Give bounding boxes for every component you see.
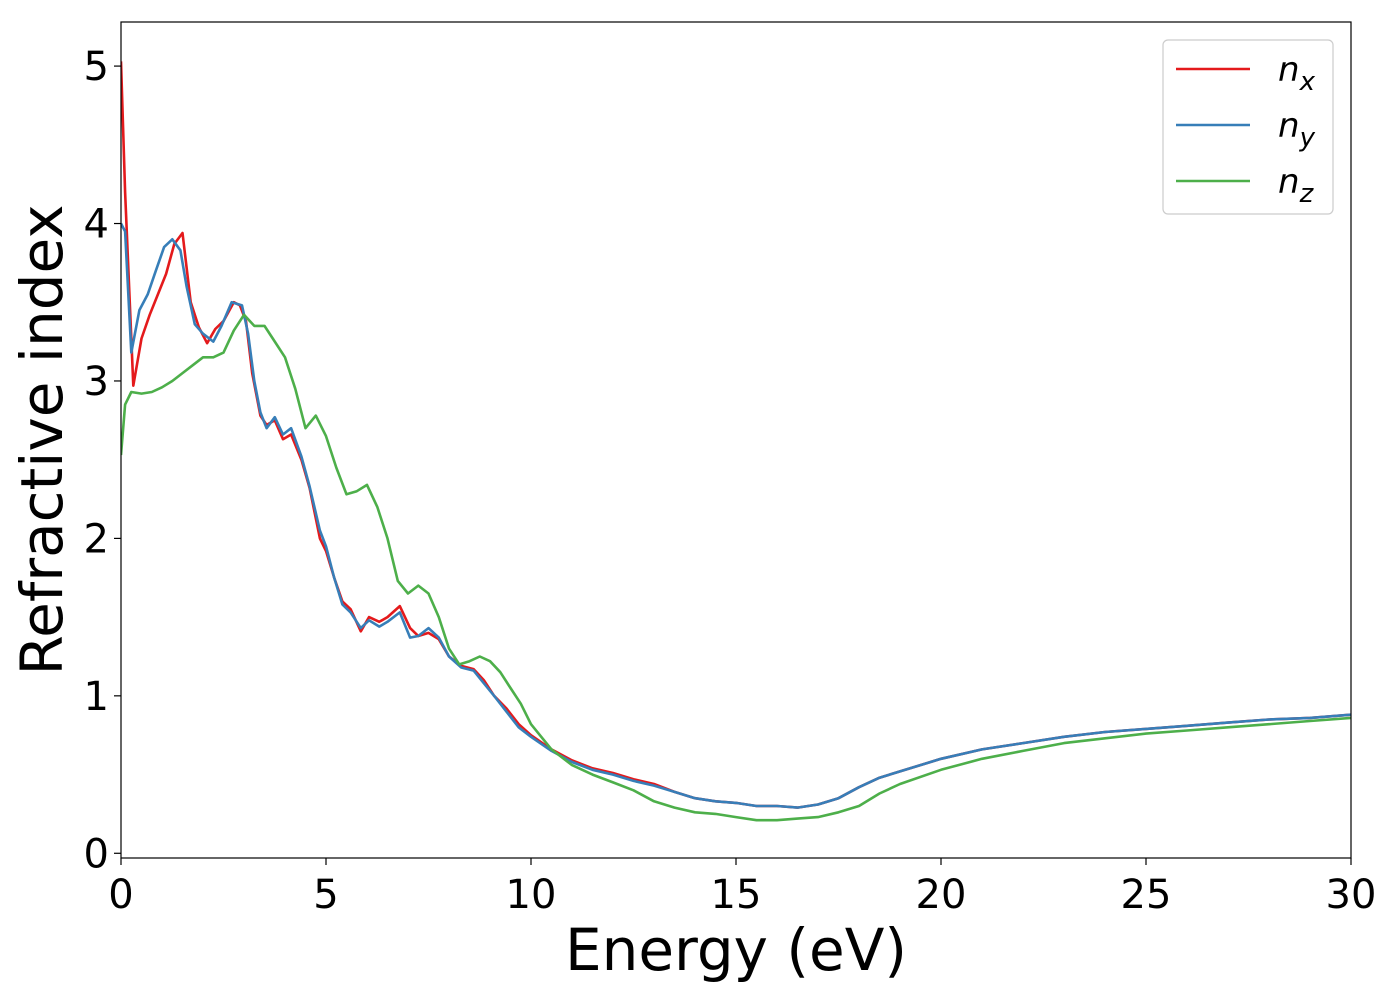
x-axis-ticks: 0 5 10 15 20 25 30 bbox=[108, 858, 1376, 918]
y-tick-label: 2 bbox=[84, 516, 109, 562]
legend: nx ny nz bbox=[1162, 39, 1334, 215]
x-tick-label: 0 bbox=[108, 872, 133, 918]
y-tick-label: 1 bbox=[84, 674, 109, 720]
legend-label-nz: nz bbox=[1278, 162, 1315, 209]
series-line-nz bbox=[121, 313, 1351, 822]
y-axis-label: Refractive index bbox=[8, 204, 76, 675]
plot-lines bbox=[121, 61, 1351, 822]
x-tick-label: 5 bbox=[313, 872, 338, 918]
y-tick-label: 3 bbox=[84, 359, 109, 405]
x-tick-label: 25 bbox=[1121, 872, 1172, 918]
x-axis-label: Energy (eV) bbox=[565, 916, 907, 984]
x-tick-label: 15 bbox=[711, 872, 762, 918]
y-tick-label: 4 bbox=[84, 202, 109, 248]
x-tick-label: 10 bbox=[506, 872, 557, 918]
legend-box bbox=[1162, 39, 1334, 215]
y-tick-label: 0 bbox=[84, 831, 109, 877]
y-axis-ticks: 0 1 2 3 4 5 bbox=[84, 44, 121, 877]
legend-label-nx: nx bbox=[1278, 50, 1316, 97]
y-tick-label: 5 bbox=[84, 44, 109, 90]
x-tick-label: 30 bbox=[1326, 872, 1377, 918]
series-line-ny bbox=[121, 222, 1351, 809]
legend-label-ny: ny bbox=[1278, 106, 1316, 153]
x-tick-label: 20 bbox=[916, 872, 967, 918]
